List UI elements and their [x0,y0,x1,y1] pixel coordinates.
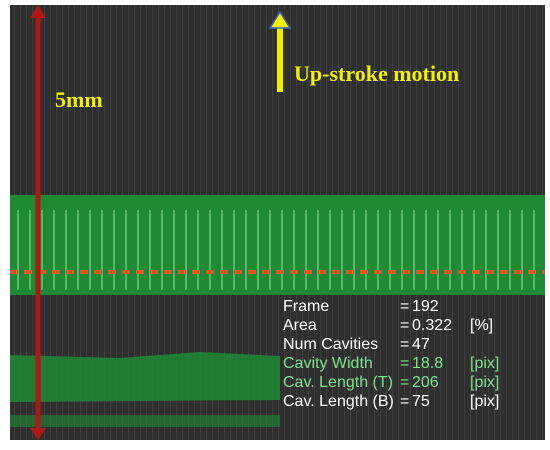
readout-value: 0.322 [412,317,452,334]
readout-equals: = [400,298,409,315]
readout-unit: [pix] [470,355,499,372]
readout-label: Cav. Length (B) [283,393,394,410]
readout-equals: = [400,374,409,391]
readout-equals: = [400,355,409,372]
lower-band [10,415,280,427]
readout-label: Cav. Length (T) [283,374,393,391]
readout-value: 75 [412,393,430,410]
readout-label: Cavity Width [283,355,373,372]
readout-label: Num Cavities [283,336,378,353]
readout-equals: = [400,393,409,410]
readout-value: 192 [412,298,439,315]
cavity-band [10,195,545,295]
motion-arrow-head [268,10,292,29]
readout-value: 206 [412,374,439,391]
readout-equals: = [400,336,409,353]
motion-label: Up-stroke motion [294,61,459,86]
readout-unit: [pix] [470,393,499,410]
scale-label: 5mm [55,87,103,112]
readout-unit: [pix] [470,374,499,391]
readout-equals: = [400,317,409,334]
lower-band [10,352,280,402]
readout-value: 47 [412,336,430,353]
readout-label: Frame [283,298,329,315]
readout-unit: [%] [470,317,493,334]
readout-value: 18.8 [412,355,443,372]
readout-label: Area [283,317,317,334]
